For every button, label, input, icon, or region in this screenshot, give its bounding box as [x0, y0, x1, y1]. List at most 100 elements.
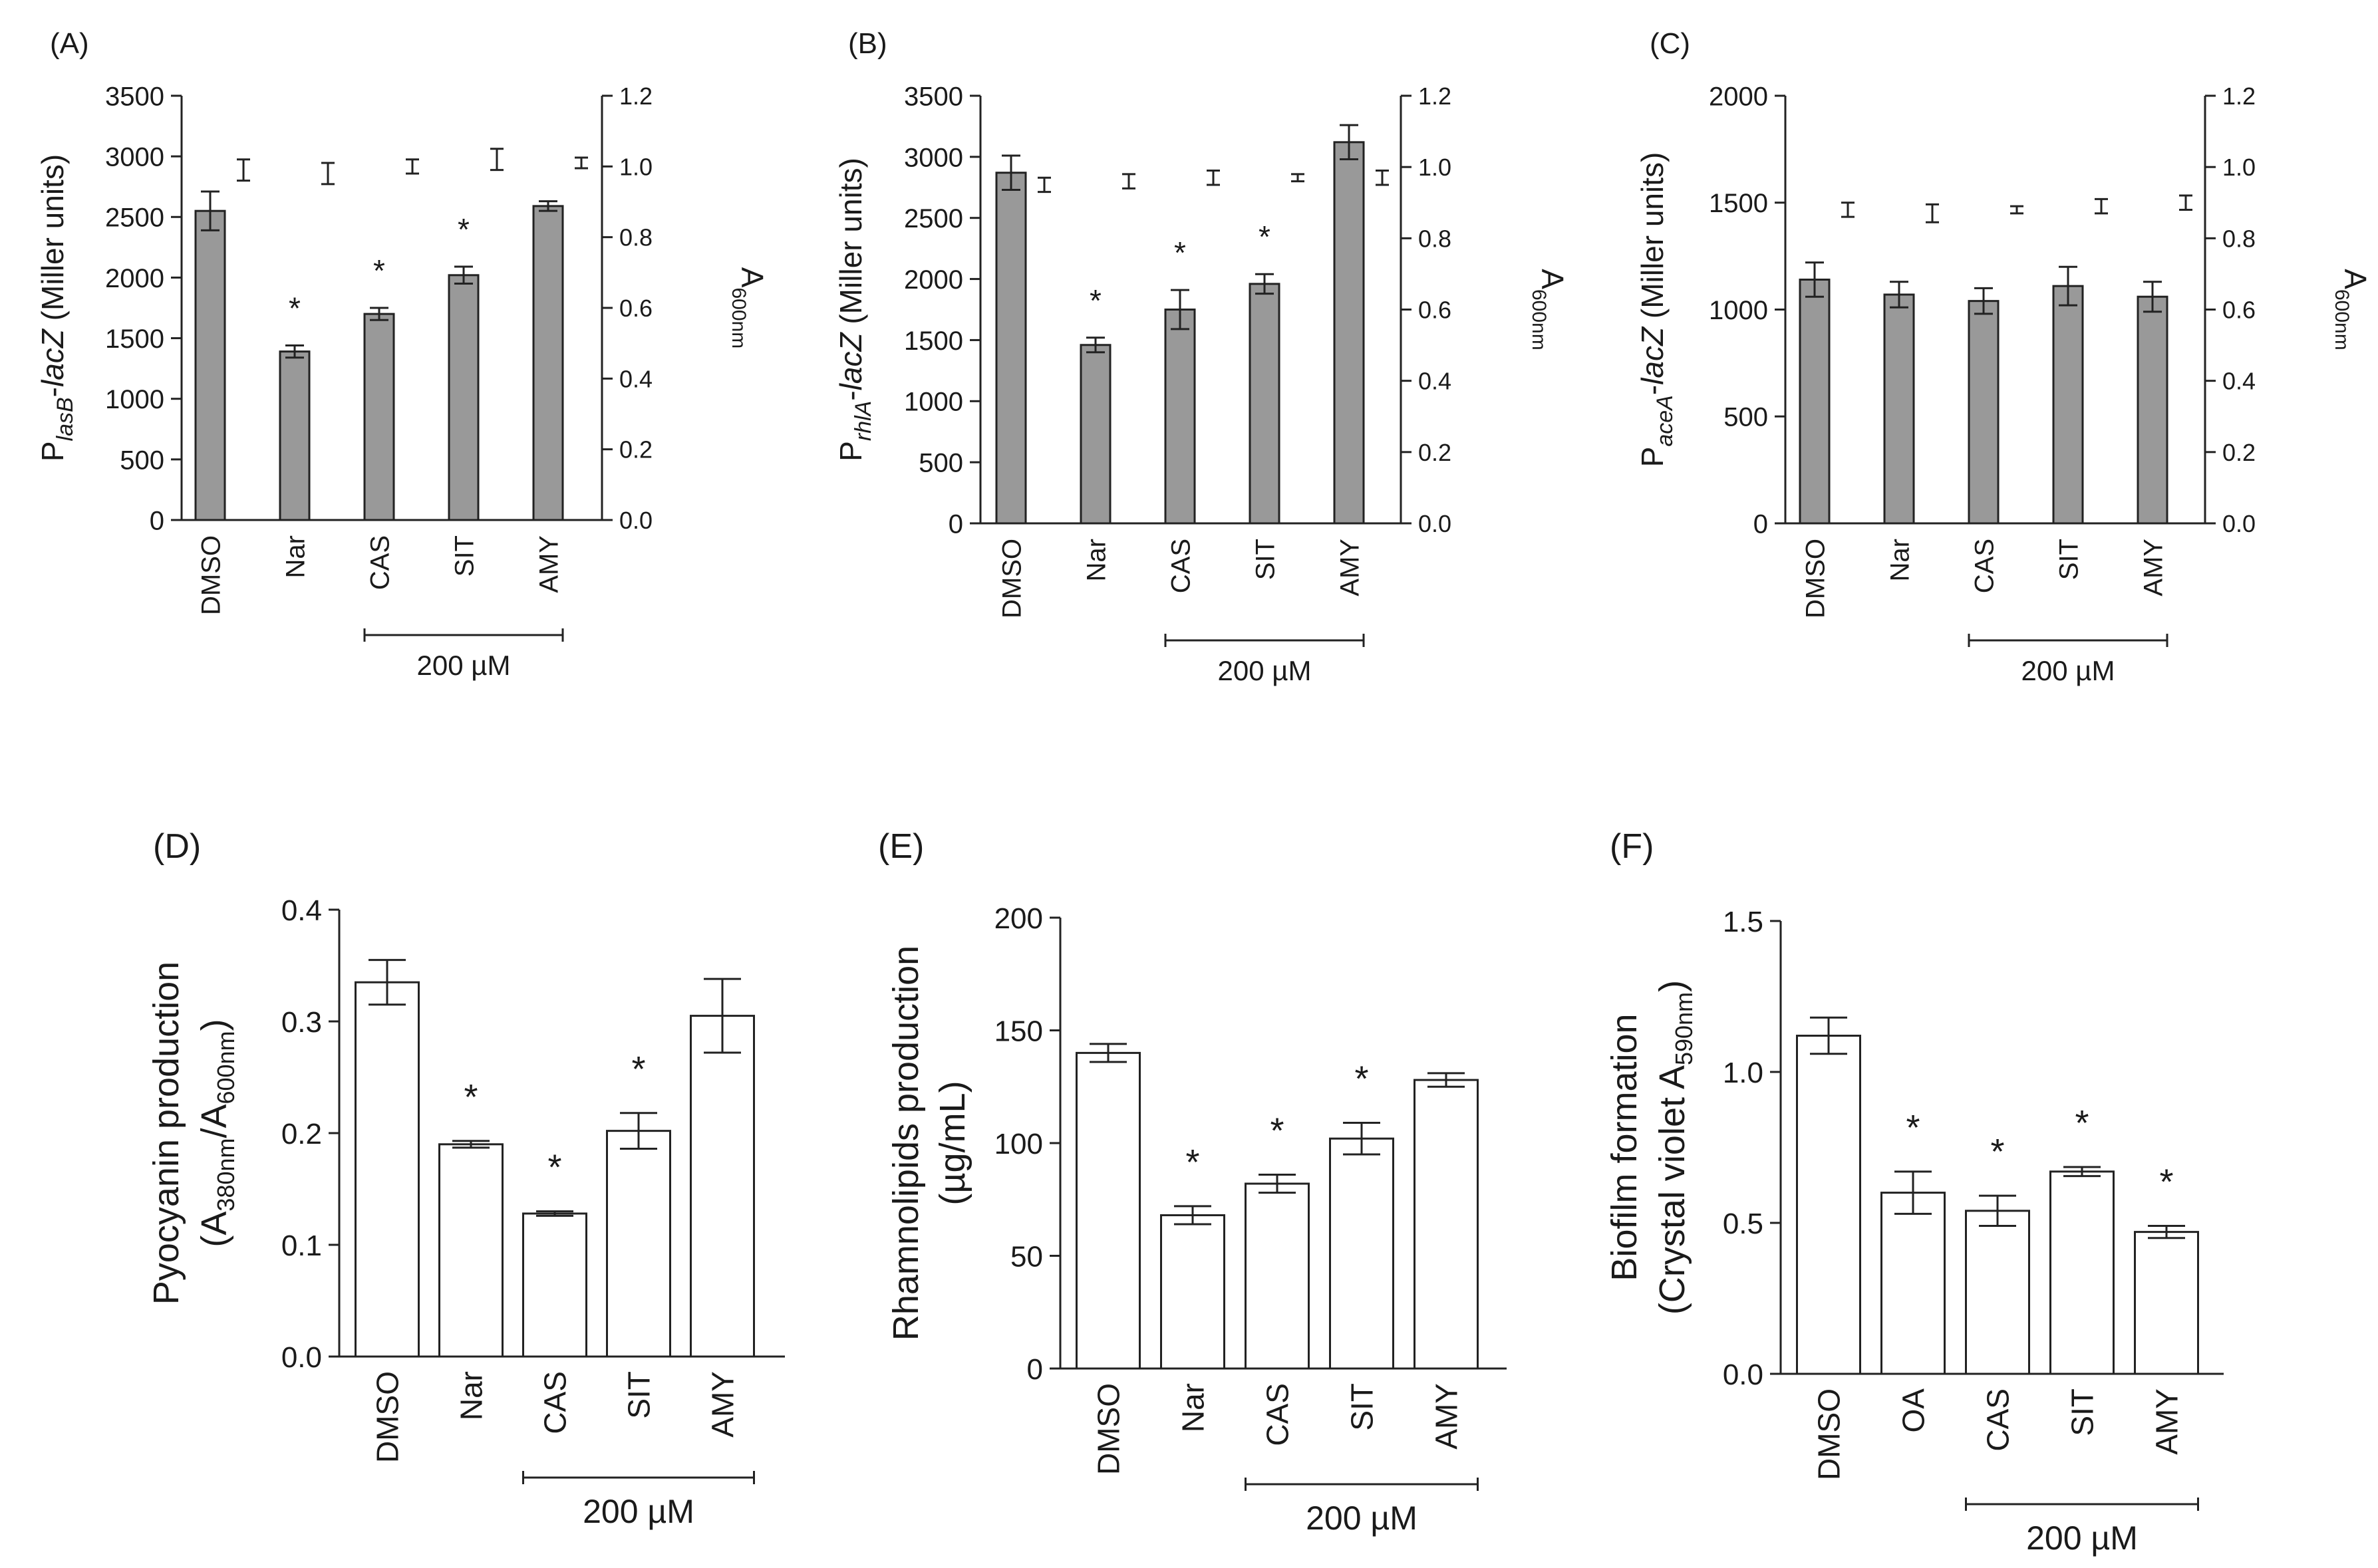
y-label-part: ): [1652, 980, 1692, 992]
bar: [2052, 285, 2084, 525]
y2-label-main: A: [2338, 269, 2373, 289]
y-label-dash: -: [1635, 385, 1670, 395]
category-label: Nar: [1082, 539, 1111, 581]
significance-star: *: [1906, 1108, 1920, 1148]
y-tick-label: 100: [994, 1128, 1043, 1160]
y2-tick-label: 0.0: [1418, 510, 1451, 537]
y-tick-label: 0.2: [281, 1118, 322, 1150]
bar: [1245, 1182, 1310, 1370]
y-tick-label: 2000: [105, 264, 164, 293]
y-axis-label-line1: Pyocyanin production: [146, 962, 186, 1305]
y2-tick-label: 0.4: [619, 365, 653, 392]
category-label: SIT: [2065, 1388, 2100, 1436]
category-label: SIT: [2054, 539, 2083, 580]
y-label-sub: rhlA: [851, 401, 876, 441]
category-label: CAS: [1261, 1383, 1295, 1446]
y-tick-label: 500: [120, 446, 164, 475]
y-tick-label: 1500: [105, 325, 164, 354]
bar: [1249, 283, 1280, 525]
y2-tick-label: 0.0: [2222, 510, 2256, 537]
y-tick-label: 3000: [105, 143, 164, 172]
y-tick-label: 2000: [1709, 82, 1768, 111]
y-label-rest: (Miller units): [35, 154, 70, 329]
y-axis-label-line1: Biofilm formation: [1604, 1013, 1644, 1281]
panel-e: (E) 0 50 100 150 200 DMSO * Nar * CAS * SIT AMY 200 µM…: [878, 827, 1507, 1537]
y-label-part: (Crystal violet A: [1652, 1065, 1692, 1315]
significance-star: *: [1354, 1059, 1368, 1099]
y-tick-label: 3000: [904, 143, 963, 172]
y-label-main: P: [833, 441, 868, 461]
bar: [1164, 309, 1196, 525]
y2-tick-label: 0.8: [2222, 225, 2256, 252]
panel-c: (C) 0 500 1000 1500 2000 0.0 0.2 0.4 0.6 0.8 1.0 1.2…: [1635, 27, 2373, 686]
significance-star: *: [464, 1077, 478, 1117]
bar: [355, 981, 420, 1358]
significance-star: *: [2159, 1162, 2173, 1202]
bar: [1080, 344, 1112, 525]
bar: [1799, 278, 1831, 525]
category-label: SIT: [1345, 1383, 1380, 1431]
category-label: Nar: [454, 1371, 489, 1420]
y2-tick-label: 0.6: [1418, 297, 1451, 324]
bar: [690, 1015, 755, 1358]
y-axis-label: PrhlA-lacZ (Miller units): [833, 158, 876, 461]
significance-star: *: [1259, 219, 1270, 254]
panel-f: (F) 0.0 0.5 1.0 1.5 DMSO * OA * CAS * SIT * AMY 200 µM…: [1604, 827, 2224, 1557]
significance-star: *: [1090, 283, 1102, 318]
significance-star: *: [373, 253, 385, 288]
bar: [1333, 141, 1365, 525]
y-axis-label: PlasB-lacZ (Miller units): [35, 154, 78, 461]
y2-tick-label: 0.2: [2222, 439, 2256, 466]
y2-tick-label: 0.4: [2222, 368, 2256, 395]
y-tick-label: 500: [1723, 403, 1768, 432]
panel-b: (B) 0 500 1000 1500 2000 2500 3000 3500 0.0 0.2 0.4…: [833, 27, 1570, 686]
y-label-main: P: [35, 441, 70, 461]
y2-tick-label: 1.2: [2222, 82, 2256, 110]
category-label: DMSO: [196, 535, 225, 615]
y-tick-label: 0: [1753, 509, 1768, 539]
y-tick-label: 2500: [904, 204, 963, 233]
y2-tick-label: 0.8: [619, 224, 653, 251]
y-label-gene: lacZ: [35, 328, 70, 387]
significance-star: *: [458, 212, 470, 247]
y-label-rest: (Miller units): [833, 158, 868, 332]
y-tick-label: 2500: [105, 203, 164, 233]
category-label: AMY: [706, 1371, 740, 1438]
category-label: DMSO: [371, 1371, 405, 1463]
y-label-dash: -: [35, 387, 70, 397]
y-tick-label: 2000: [904, 265, 963, 295]
category-label: SIT: [1251, 539, 1280, 580]
y2-axis-label: A600nm: [728, 267, 770, 348]
category-label: Nar: [1176, 1383, 1211, 1432]
category-label: CAS: [1981, 1388, 2015, 1452]
significance-star: *: [1185, 1142, 1199, 1182]
category-label: OA: [1896, 1388, 1931, 1433]
panel-label: (C): [1650, 27, 1690, 60]
y2-tick-label: 0.4: [1418, 368, 1451, 395]
y-tick-label: 1500: [904, 327, 963, 356]
category-label: AMY: [1335, 539, 1364, 596]
y-tick-label: 1.5: [1723, 906, 1763, 938]
y-tick-label: 500: [919, 449, 963, 478]
bar: [532, 205, 564, 521]
y2-axis-label: A600nm: [2331, 269, 2373, 350]
bar: [2134, 1231, 2199, 1375]
category-label: CAS: [1970, 539, 1999, 593]
y-tick-label: 0: [150, 506, 164, 535]
panel-label: (B): [848, 27, 887, 60]
category-label: AMY: [1429, 1383, 1464, 1450]
significance-star: *: [1270, 1111, 1284, 1150]
category-label: CAS: [538, 1371, 573, 1434]
panel-label: (F): [1610, 827, 1654, 866]
category-label: AMY: [2150, 1388, 2184, 1455]
category-label: Nar: [1885, 539, 1914, 581]
significance-star: *: [2075, 1103, 2089, 1143]
y-tick-label: 3500: [105, 82, 164, 111]
y-label-sub: 380nm: [212, 1138, 239, 1212]
bar: [1329, 1137, 1394, 1370]
y-axis-label-line2: (µg/mL): [933, 1081, 972, 1205]
y-label-rest: (Miller units): [1635, 152, 1670, 327]
category-label: AMY: [534, 535, 563, 593]
category-label: DMSO: [1812, 1388, 1847, 1480]
